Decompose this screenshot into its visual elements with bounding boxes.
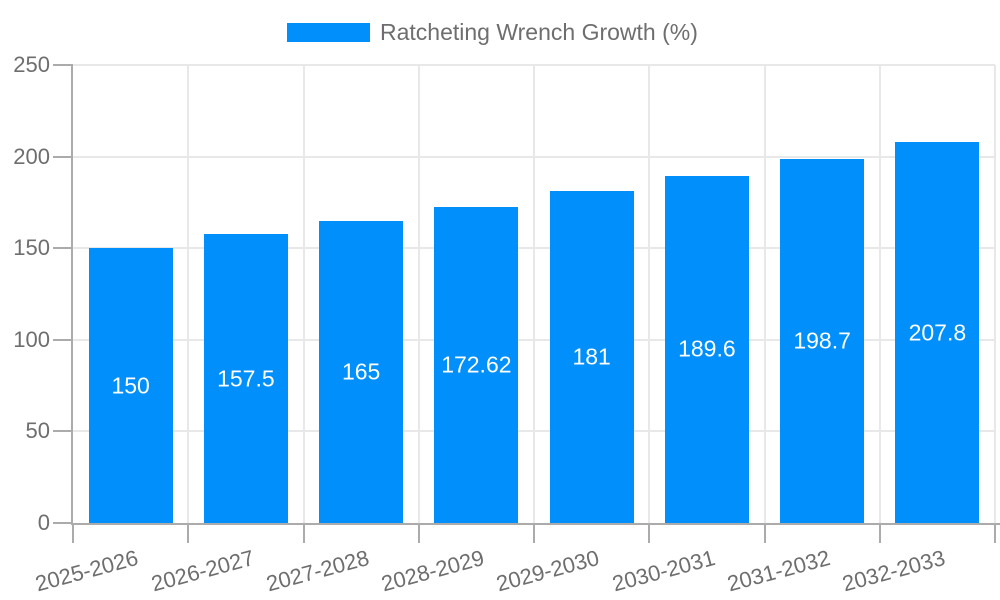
bar-value-label: 207.8	[908, 319, 967, 346]
x-axis-tick	[878, 525, 881, 543]
bar-value-label: 181	[572, 343, 611, 370]
bar-value-label: 165	[341, 358, 381, 385]
bar-value-label: 198.7	[793, 327, 851, 354]
x-tick-label: 2030-2031	[609, 545, 718, 597]
gridline-vertical	[533, 65, 535, 523]
bar-value-label: 189.6	[678, 335, 736, 362]
x-tick-label: 2032-2033	[839, 545, 948, 597]
x-axis-tick	[417, 525, 420, 543]
gridline-vertical	[302, 65, 305, 523]
y-tick-label: 150	[13, 235, 50, 261]
bar[interactable]: 157.5	[203, 234, 288, 523]
y-axis-tick	[53, 64, 73, 66]
x-tick-label: 2028-2029	[378, 545, 487, 597]
x-axis-tick	[763, 525, 766, 543]
x-axis-tick	[302, 525, 305, 543]
x-tick-label: 2027-2028	[263, 545, 372, 597]
x-tick-label: 2031-2032	[724, 545, 833, 597]
plot-area: 0 50 100 150 200 250 150 157.5 165 172.62 181 189.6…	[13, 52, 1000, 596]
x-axis-tick	[72, 525, 74, 543]
x-axis-tick	[187, 525, 190, 543]
legend-label: Ratcheting Wrench Growth (%)	[380, 19, 698, 45]
gridline-vertical	[763, 65, 766, 523]
bar[interactable]: 189.6	[664, 175, 749, 523]
x-tick-label: 2025-2026	[32, 545, 142, 597]
legend-swatch	[287, 23, 370, 42]
x-tick-label: 2029-2030	[493, 545, 603, 597]
y-axis-tick	[53, 155, 73, 158]
y-axis-tick	[53, 522, 73, 524]
bar[interactable]: 172.62	[434, 206, 519, 523]
bar[interactable]: 198.7	[780, 158, 865, 523]
y-axis-line	[71, 65, 73, 525]
x-axis-tick	[994, 525, 996, 543]
gridline-vertical	[648, 65, 651, 523]
bar-value-label: 157.5	[217, 365, 275, 392]
y-tick-label: 200	[13, 143, 50, 169]
y-tick-label: 250	[13, 52, 50, 77]
y-tick-label: 0	[37, 510, 50, 535]
x-axis-tick	[533, 525, 535, 543]
bar-value-label: 172.62	[441, 351, 512, 378]
bar[interactable]: 165	[319, 220, 404, 523]
x-axis-line	[71, 523, 1000, 525]
x-tick-label: 2026-2027	[148, 545, 257, 597]
bar[interactable]: 181	[549, 191, 634, 523]
y-tick-label: 100	[13, 326, 50, 352]
y-tick-label: 50	[25, 418, 50, 444]
bar-value-label: 150	[111, 372, 150, 399]
gridline-vertical	[878, 65, 881, 523]
y-axis-tick	[53, 338, 73, 341]
gridline-vertical	[187, 65, 190, 523]
y-axis-tick	[53, 430, 73, 433]
bar[interactable]: 207.8	[895, 142, 980, 523]
gridline-vertical	[417, 65, 420, 523]
x-axis-tick	[648, 525, 651, 543]
bar[interactable]: 150	[88, 248, 173, 523]
y-axis-tick	[53, 247, 73, 250]
gridline-vertical	[994, 65, 996, 523]
legend-item[interactable]: Ratcheting Wrench Growth (%)	[287, 19, 698, 46]
